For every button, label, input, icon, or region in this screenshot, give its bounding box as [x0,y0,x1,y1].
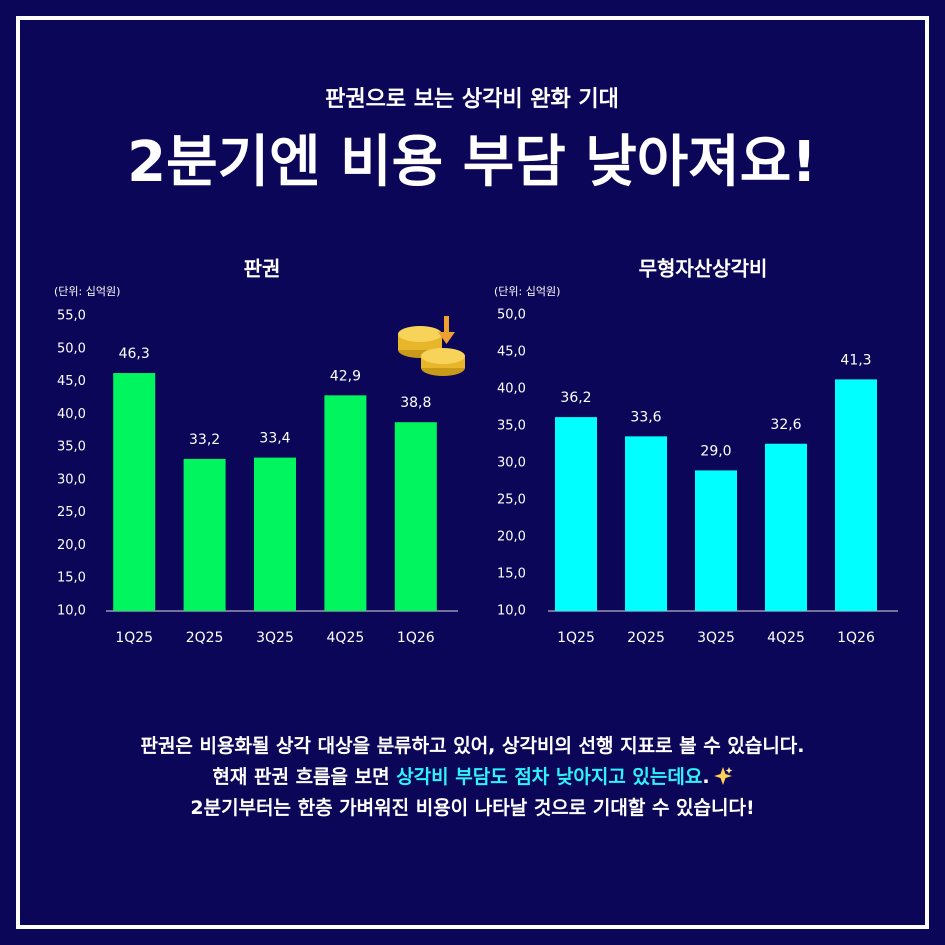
y-tick-label: 35,0 [497,419,526,434]
value-label: 36,2 [560,390,591,406]
value-label: 38,8 [400,395,431,411]
bar [695,470,737,611]
x-tick-label: 4Q25 [767,630,805,646]
y-tick-label: 15,0 [57,571,86,586]
footer-highlight: 상각비 부담도 점차 낮아지고 있는데요 [396,766,703,788]
y-tick-label: 15,0 [497,567,526,582]
value-label: 33,2 [189,432,220,448]
footer-line: 현재 판권 흐름을 보면 상각비 부담도 점차 낮아지고 있는데요. [0,762,945,793]
y-tick-label: 50,0 [57,341,86,356]
bar [254,457,296,611]
y-tick-label: 40,0 [497,382,526,397]
y-tick-label: 10,0 [57,604,86,619]
y-tick-label: 25,0 [497,493,526,508]
value-label: 42,9 [330,368,361,384]
x-tick-label: 2Q25 [627,630,665,646]
frame [16,16,929,929]
value-label: 33,4 [259,431,290,447]
footer-line: 판권은 비용화될 상각 대상을 분류하고 있어, 상각비의 선행 지표로 볼 수… [140,735,805,757]
bar [183,458,226,611]
unit-label: (단위: 십억원) [54,285,120,298]
y-tick-label: 10,0 [497,604,526,619]
bar [324,395,367,611]
bar [555,417,597,611]
y-tick-label: 45,0 [497,345,526,360]
x-tick-label: 1Q26 [837,630,875,646]
y-tick-label: 30,0 [497,456,526,471]
x-tick-label: 1Q25 [557,630,595,646]
x-tick-label: 2Q25 [186,630,224,646]
x-tick-label: 1Q25 [115,630,153,646]
bar [394,422,437,611]
x-tick-label: 3Q25 [697,630,735,646]
y-tick-label: 55,0 [57,309,86,324]
y-tick-label: 30,0 [57,472,86,487]
footer-text: . [702,766,710,788]
unit-label: (단위: 십억원) [494,285,560,298]
value-label: 32,6 [770,417,801,433]
y-tick-label: 50,0 [497,308,526,323]
bar [765,443,807,611]
value-label: 46,3 [119,346,150,362]
x-tick-label: 4Q25 [327,630,365,646]
value-label: 33,6 [630,409,661,425]
value-label: 29,0 [700,443,731,459]
x-tick-label: 1Q26 [397,630,435,646]
y-tick-label: 20,0 [57,538,86,553]
coin-icon [398,316,465,376]
headline: 2분기엔 비용 부담 낮아져요! [127,130,817,195]
y-tick-label: 20,0 [497,530,526,545]
y-tick-label: 40,0 [57,407,86,422]
bar [113,373,156,611]
footer-text: 현재 판권 흐름을 보면 [212,766,397,788]
bar [835,379,877,611]
y-tick-label: 45,0 [57,374,86,389]
y-tick-label: 25,0 [57,505,86,520]
footer: 판권은 비용화될 상각 대상을 분류하고 있어, 상각비의 선행 지표로 볼 수… [0,731,945,824]
sparkle-icon [713,767,733,785]
footer-line: 2분기부터는 한층 가벼워진 비용이 나타날 것으로 기대할 수 있습니다! [190,797,755,819]
value-label: 41,3 [840,352,871,368]
chart-title: 판권 [244,257,281,281]
y-tick-label: 35,0 [57,440,86,455]
x-tick-label: 3Q25 [256,630,294,646]
bar [625,436,667,611]
kicker: 판권으로 보는 상각비 완화 기대 [325,87,619,112]
chart-title: 무형자산상각비 [639,257,768,281]
